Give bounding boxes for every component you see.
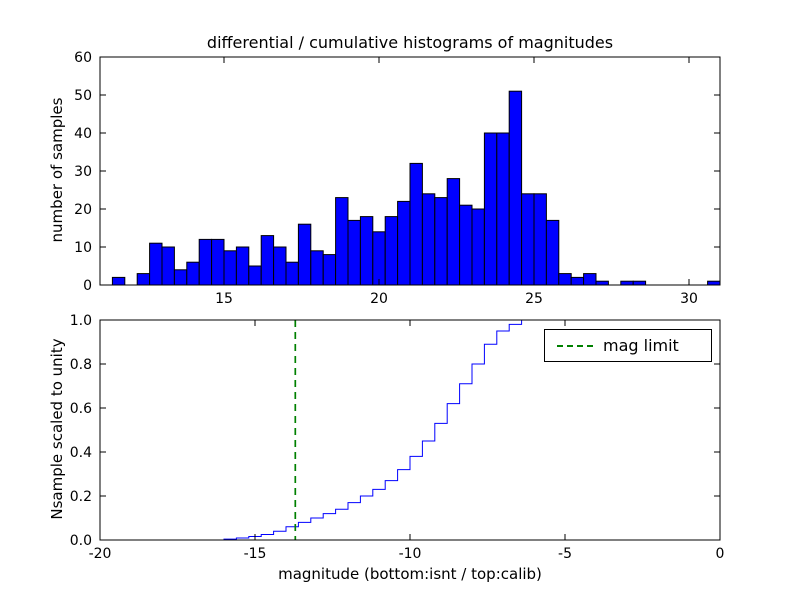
bottom-y-tick-label: 0.8 (70, 357, 92, 373)
histogram-bar (359, 216, 374, 286)
histogram-bar (707, 280, 721, 286)
x-axis-label: magnitude (bottom:isnt / top:calib) (278, 565, 542, 583)
histogram-bar (136, 273, 151, 286)
histogram-bar (248, 265, 262, 286)
bottom-y-tick-label: 0.2 (70, 489, 92, 505)
histogram-bar (335, 197, 349, 286)
bottom-y-tick-label: 1.0 (70, 313, 92, 329)
histogram-bar (620, 280, 634, 286)
histogram-bar (483, 132, 498, 286)
histogram-bar (211, 238, 225, 286)
histogram-bar (397, 200, 411, 286)
histogram-bar (235, 246, 250, 286)
legend-dashed-line-icon (557, 344, 593, 347)
histogram-bar (347, 219, 361, 286)
top-y-tick-label: 40 (74, 126, 92, 142)
bottom-axes: -20 -15 -10 -5 0 0.0 0.2 0.4 0.6 0.8 1.0 (70, 313, 725, 562)
histogram-bar (421, 193, 436, 286)
bottom-x-tick-label: 0 (716, 546, 725, 562)
histogram-bar (632, 280, 647, 286)
chart-title: differential / cumulative histograms of … (206, 33, 614, 52)
histogram-bar (583, 273, 597, 286)
histogram-bar (384, 216, 399, 286)
histogram-bar (508, 90, 523, 286)
bottom-y-tick-label: 0.0 (70, 533, 92, 549)
top-x-tick-label: 30 (680, 291, 698, 307)
histogram-bar (496, 132, 510, 286)
top-y-tick-label: 60 (74, 50, 92, 66)
top-x-tick-label: 20 (370, 291, 388, 307)
histogram-bar (595, 280, 609, 286)
bottom-y-axis-label: Nsample scaled to unity (48, 338, 66, 520)
histogram-bar (446, 178, 461, 286)
bottom-y-tick-label: 0.4 (70, 445, 92, 461)
bottom-x-tick-label: -10 (399, 546, 422, 562)
histogram-bar (260, 235, 275, 286)
histogram-bar (223, 250, 237, 286)
histogram-bar (322, 254, 337, 286)
top-y-axis-label: number of samples (48, 97, 66, 243)
histogram-bar (161, 246, 175, 286)
histogram-bar (310, 250, 324, 286)
histogram-bar (471, 208, 485, 286)
top-y-tick-label: 0 (83, 278, 92, 294)
top-axes: 15 20 25 30 0 10 20 30 40 50 60 (74, 50, 721, 307)
bottom-x-tick-label: -15 (244, 546, 267, 562)
histogram-bar (409, 162, 423, 286)
bottom-y-tick-label: 0.6 (70, 401, 92, 417)
histogram-bar (434, 197, 448, 286)
histogram-bar (198, 238, 213, 286)
top-y-tick-label: 50 (74, 88, 92, 104)
top-y-tick-label: 10 (74, 240, 92, 256)
histogram-bar (173, 269, 188, 286)
legend: mag limit (544, 329, 712, 362)
legend-label: mag limit (603, 336, 679, 355)
histogram-bar (297, 223, 312, 286)
bottom-x-tick-label: -5 (558, 546, 572, 562)
histogram-bar (149, 242, 163, 286)
top-y-tick-label: 20 (74, 202, 92, 218)
top-y-tick-label: 30 (74, 164, 92, 180)
histogram-bar (533, 193, 547, 286)
histogram-bar (372, 231, 386, 286)
histogram-bar (285, 261, 299, 286)
histogram-bar (558, 273, 572, 286)
histogram-bar (186, 261, 200, 286)
histogram-bar (570, 276, 585, 286)
top-x-tick-label: 15 (215, 291, 233, 307)
histogram-bar (273, 246, 287, 286)
histogram-bar (111, 276, 126, 286)
histogram-bar (545, 219, 560, 286)
bottom-x-tick-label: -20 (89, 546, 112, 562)
top-histogram-bars (111, 90, 721, 286)
top-x-tick-label: 25 (525, 291, 543, 307)
histogram-bar (521, 193, 535, 286)
histogram-bar (459, 204, 473, 286)
